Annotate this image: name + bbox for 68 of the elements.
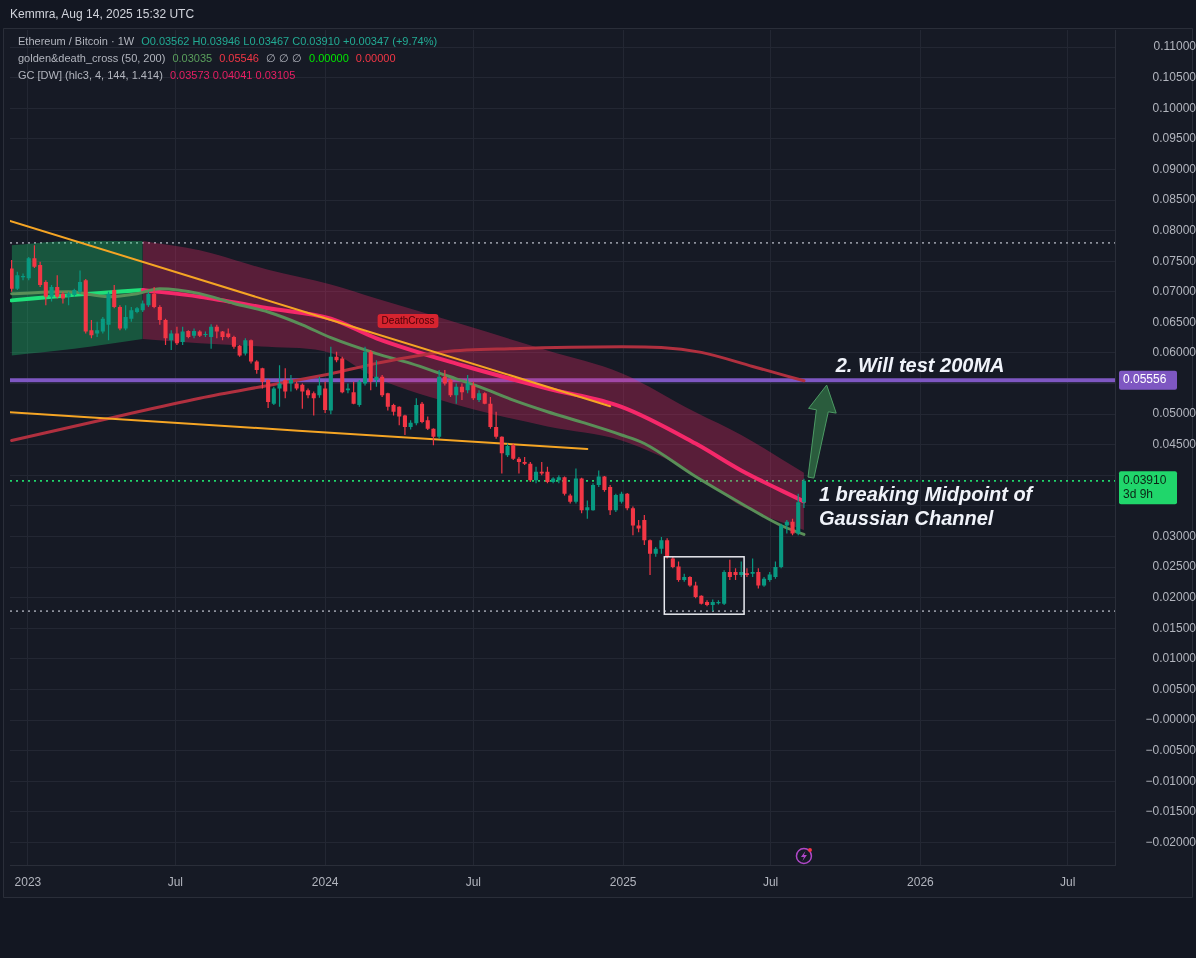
y-tick-label: −0.00500 xyxy=(1145,742,1196,757)
ref-line-label: 0.03910 3d 9h xyxy=(1123,473,1167,502)
x-tick-label: 2024 xyxy=(311,874,339,889)
y-tick-label: 0.07000 xyxy=(1152,284,1196,299)
annotation: ∅ ∅ ∅ xyxy=(265,52,303,64)
candlestick xyxy=(505,443,510,457)
x-tick-label: Jul xyxy=(1060,874,1076,889)
line-series xyxy=(10,345,806,442)
annotation: golden&death_cross (50, 200) xyxy=(18,52,166,64)
y-tick-label: 0.04500 xyxy=(1152,437,1196,452)
candlestick xyxy=(476,390,482,402)
y-tick-label: 0.03000 xyxy=(1152,528,1196,543)
candlestick xyxy=(345,383,350,394)
annotation: 0.03573 0.04041 0.03105 xyxy=(169,69,296,81)
candlestick xyxy=(647,539,653,576)
candlestick xyxy=(704,600,710,607)
y-tick-label: 0.07500 xyxy=(1152,253,1196,268)
annotation: 0.00000 xyxy=(355,52,396,64)
candlestick xyxy=(20,273,26,281)
annotation: GC [DW] (hlc3, 4, 144, 1.414) xyxy=(18,69,163,81)
x-tick-label: Jul xyxy=(167,874,183,889)
y-tick-label: −0.01000 xyxy=(1145,773,1196,788)
y-tick-label: 0.08000 xyxy=(1152,222,1196,237)
y-tick-label: 0.05000 xyxy=(1152,406,1196,421)
y-tick-label: −0.02000 xyxy=(1145,834,1196,849)
candlestick xyxy=(459,383,464,401)
annotation: 1 breaking Midpoint of Gaussian Channel xyxy=(818,483,1035,530)
line-series xyxy=(10,287,806,536)
x-tick-label: Jul xyxy=(762,874,779,889)
y-tick-label: 0.00500 xyxy=(1152,681,1196,696)
y-tick-label: 0.01500 xyxy=(1152,620,1196,635)
y-tick-label: 0.08500 xyxy=(1152,192,1196,207)
y-tick-label: 0.02000 xyxy=(1152,589,1196,604)
x-tick-label: 2023 xyxy=(14,874,42,889)
y-tick-label: 0.06500 xyxy=(1152,314,1196,329)
candlestick xyxy=(134,307,140,314)
y-tick-label: 0.01000 xyxy=(1152,651,1196,666)
candlestick xyxy=(60,291,65,304)
x-tick-label: 2025 xyxy=(609,874,637,889)
y-tick-label: 0.10000 xyxy=(1152,100,1196,115)
y-tick-label: 0.09000 xyxy=(1152,161,1196,176)
candlestick xyxy=(288,375,293,392)
y-tick-label: −0.00000 xyxy=(1145,712,1196,727)
candlestick xyxy=(305,388,311,399)
y-tick-label: 0.11000 xyxy=(1153,39,1196,54)
candlestick xyxy=(562,476,567,496)
y-tick-label: −0.01500 xyxy=(1145,804,1196,819)
candlestick xyxy=(174,326,179,346)
candlestick xyxy=(77,270,83,294)
ref-line-label: 0.05556 xyxy=(1123,372,1167,387)
annotation: 0.05546 xyxy=(219,52,259,64)
text: Kemmra, Aug 14, 2025 15:32 UTC xyxy=(10,7,195,21)
y-tick-label: 0.09500 xyxy=(1152,131,1196,146)
annotation: Ethereum / Bitcoin · 1W xyxy=(18,35,135,47)
x-tick-label: Jul xyxy=(465,874,482,889)
candlestick xyxy=(163,318,168,346)
annotation: O0.03562 H0.03946 L0.03467 C0.03910 +0.00347 (+9.74%) xyxy=(141,35,438,47)
candlestick xyxy=(516,456,521,474)
annotation: 2. Will test 200MA xyxy=(834,353,1005,376)
candlestick xyxy=(744,568,749,577)
x-tick-label: 2026 xyxy=(907,874,935,889)
y-tick-label: 0.06000 xyxy=(1152,345,1196,360)
candlestick xyxy=(49,285,54,302)
annotation: DeathCross xyxy=(381,315,435,327)
annotation: 0.00000 xyxy=(309,52,349,64)
y-tick-label: 0.10500 xyxy=(1152,70,1196,85)
y-tick-label: 0.02500 xyxy=(1152,559,1196,574)
annotation: 0.03035 xyxy=(172,52,213,64)
